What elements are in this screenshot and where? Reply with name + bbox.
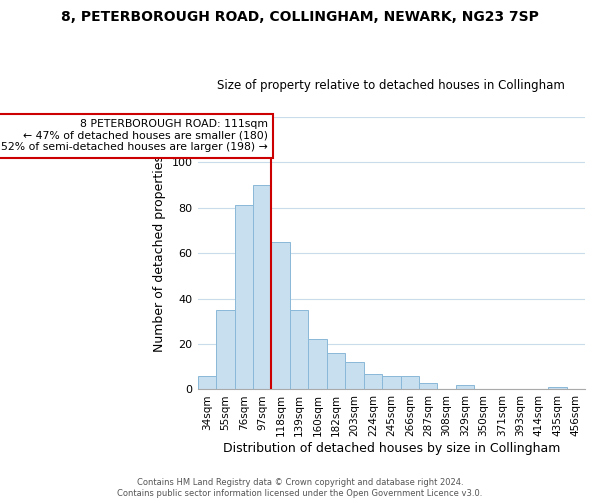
X-axis label: Distribution of detached houses by size in Collingham: Distribution of detached houses by size … <box>223 442 560 455</box>
Bar <box>308 340 327 390</box>
Bar <box>253 185 271 390</box>
Bar <box>327 353 345 390</box>
Bar <box>548 387 566 390</box>
Bar <box>345 362 364 390</box>
Bar <box>364 374 382 390</box>
Text: 8, PETERBOROUGH ROAD, COLLINGHAM, NEWARK, NG23 7SP: 8, PETERBOROUGH ROAD, COLLINGHAM, NEWARK… <box>61 10 539 24</box>
Bar <box>216 310 235 390</box>
Bar <box>456 385 475 390</box>
Title: Size of property relative to detached houses in Collingham: Size of property relative to detached ho… <box>217 79 565 92</box>
Text: Contains HM Land Registry data © Crown copyright and database right 2024.
Contai: Contains HM Land Registry data © Crown c… <box>118 478 482 498</box>
Y-axis label: Number of detached properties: Number of detached properties <box>153 154 166 352</box>
Bar <box>419 382 437 390</box>
Bar <box>401 376 419 390</box>
Bar <box>290 310 308 390</box>
Text: 8 PETERBOROUGH ROAD: 111sqm
← 47% of detached houses are smaller (180)
52% of se: 8 PETERBOROUGH ROAD: 111sqm ← 47% of det… <box>1 119 268 152</box>
Bar <box>271 242 290 390</box>
Bar <box>197 376 216 390</box>
Bar <box>382 376 401 390</box>
Bar <box>235 206 253 390</box>
